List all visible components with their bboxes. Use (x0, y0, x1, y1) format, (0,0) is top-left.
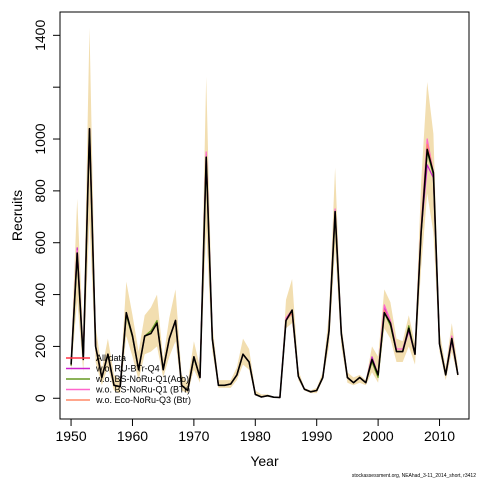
confidence-band (71, 27, 458, 398)
confidence-band-layer (71, 27, 458, 398)
footnote: stockassessment.org, NEAhad_3-11_2014_sh… (352, 473, 476, 479)
legend-label-3: w.o. BS-NoRu-Q1 (BTr) (95, 385, 190, 395)
x-tick-label: 1990 (301, 428, 332, 444)
x-tick-label: 1960 (117, 428, 148, 444)
legend-label-0: All data (96, 353, 126, 363)
y-tick-label: 600 (32, 231, 48, 255)
legend-label-2: w.o. BS-NoRu-Q1(Aco) (95, 374, 189, 384)
x-tick-label: 1950 (55, 428, 86, 444)
x-tick-label: 1970 (178, 428, 209, 444)
y-axis-label: Recruits (9, 190, 25, 241)
y-tick-label: 0 (32, 394, 48, 402)
series-lines-layer (70, 127, 459, 399)
y-tick-label: 200 (32, 335, 48, 359)
series-line-0 (70, 127, 459, 399)
y-tick-label: 800 (32, 179, 48, 203)
x-tick-label: 2000 (363, 428, 394, 444)
legend-label-1: w.o. RU-BTr-Q4 (95, 364, 160, 374)
x-axis-label: Year (250, 453, 279, 469)
legend-label-4: w.o. Eco-NoRu-Q3 (Btr) (95, 395, 191, 405)
x-tick-label: 1980 (240, 428, 271, 444)
axes-layer: 1950 1960 1970 1980 1990 2000 2010 0 200 400 600 80… (32, 20, 455, 444)
y-tick-label: 1000 (32, 123, 48, 154)
y-tick-label: 1400 (32, 20, 48, 51)
x-tick-label: 2010 (424, 428, 455, 444)
y-tick-label: 400 (32, 283, 48, 307)
